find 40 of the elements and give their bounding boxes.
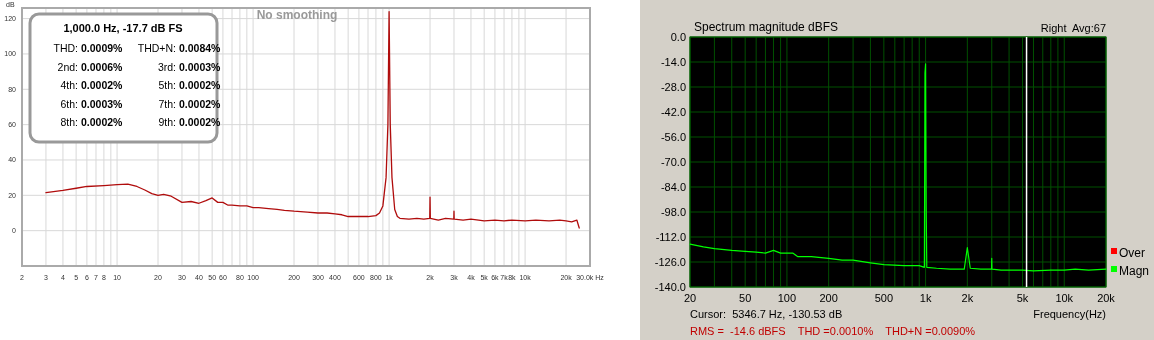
annotation: THD+N: 0.0084% — [137, 42, 222, 54]
y-tick-label: -140.0 — [654, 280, 686, 293]
y-tick-label: -70.0 — [660, 155, 686, 168]
annotation: 6th: 0.0003% — [60, 97, 124, 110]
y-tick-label: -42.0 — [660, 105, 686, 118]
annotation: 3rd: 0.0003% — [157, 60, 222, 73]
annotation: 8th: 0.0002% — [60, 116, 124, 128]
y-tick-label: -28.0 — [660, 80, 686, 93]
legend-label: Over — [1119, 246, 1146, 261]
x-axis-title: Frequency(Hz) — [1033, 308, 1106, 320]
text: Cursor: 5346.7 Hz, -130.53 dB — [690, 308, 843, 320]
x-tick-label: 5k — [1016, 292, 1029, 304]
y-tick-label: -84.0 — [660, 180, 686, 193]
x-tick-label: 200 — [819, 292, 838, 304]
annotation: 4th: 0.0002% — [60, 79, 124, 91]
y-tick-label: -56.0 — [660, 130, 686, 143]
x-tick-label: 2k — [961, 292, 974, 304]
annotation: 9th: 0.0002% — [158, 116, 222, 128]
y-tick-label: -14.0 — [660, 55, 686, 68]
x-tick-label: 1k — [919, 292, 932, 304]
text: Right Avg:67 — [1040, 22, 1106, 34]
annotation: 7th: 0.0002% — [158, 97, 222, 110]
x-tick-label: 50 — [739, 292, 752, 304]
x-tick-label: 20 — [683, 292, 697, 304]
x-tick-label: 20k — [1097, 292, 1116, 304]
annotation: 2nd: 0.0006% — [57, 60, 124, 73]
x-tick-label: 500 — [874, 292, 894, 304]
legend-label: Magn — [1119, 264, 1150, 279]
annotation: 5th: 0.0002% — [158, 79, 222, 91]
x-tick-label: 10k — [1055, 292, 1074, 304]
y-tick-label: -126.0 — [654, 255, 686, 268]
annotation: No smoothing — [256, 8, 338, 22]
text: RMS = -14.6 dBFS THD =0.0010% THD+N =0.0090% — [690, 325, 976, 337]
annotation: THD: 0.0009% — [53, 42, 124, 54]
y-tick-label: -112.0 — [655, 230, 686, 243]
y-tick-label: -98.0 — [660, 205, 686, 218]
x-tick-label: 100 — [777, 292, 797, 304]
y-tick-label: 0.0 — [670, 30, 686, 43]
chart-title: Spectrum magnitude dBFS — [694, 20, 839, 34]
annotation: 1,000.0 Hz, -17.7 dB FS — [63, 22, 183, 34]
